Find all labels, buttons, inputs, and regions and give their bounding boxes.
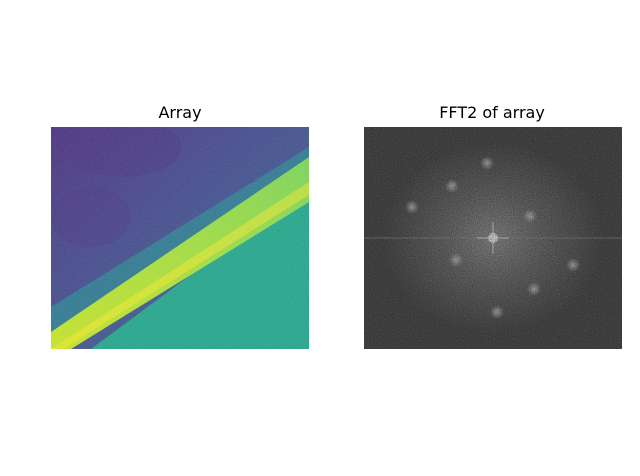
array-image	[51, 127, 309, 349]
fft-noise	[364, 127, 622, 349]
fft-image	[364, 127, 622, 349]
array-title: Array	[158, 103, 202, 122]
array-noise	[51, 127, 309, 349]
fft-title: FFT2 of array	[439, 103, 545, 122]
